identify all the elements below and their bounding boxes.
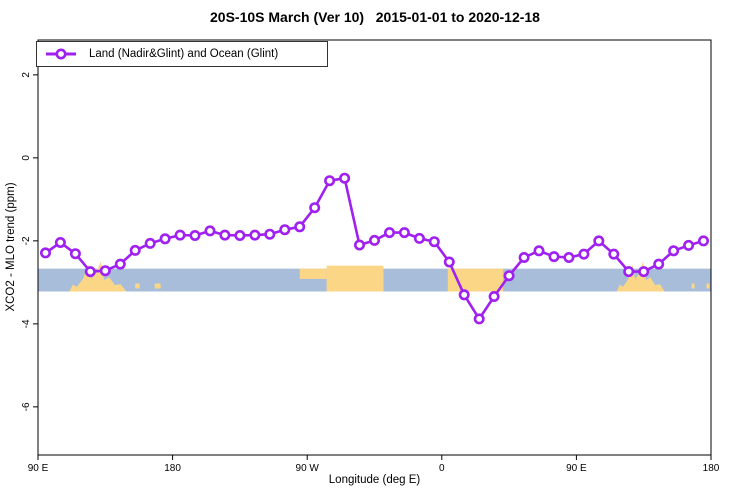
- data-point: [368, 234, 380, 246]
- x-tick-label: 90 E: [566, 463, 587, 474]
- data-point: [428, 236, 440, 248]
- chart-title: 20S-10S March (Ver 10) 2015-01-01 to 202…: [210, 9, 540, 25]
- data-point: [189, 230, 201, 242]
- land-speck: [154, 283, 161, 289]
- data-point: [653, 258, 665, 270]
- data-point: [548, 251, 560, 263]
- legend-label: Land (Nadir&Glint) and Ocean (Glint): [89, 48, 279, 60]
- data-point: [54, 237, 66, 249]
- data-point: [608, 248, 620, 260]
- y-tick-label: -6: [21, 402, 32, 411]
- data-point: [99, 265, 111, 277]
- data-point: [518, 252, 530, 264]
- data-point: [623, 266, 635, 278]
- data-point: [443, 256, 455, 268]
- data-point: [353, 239, 365, 251]
- data-point: [204, 225, 216, 237]
- data-point: [488, 290, 500, 302]
- data-point: [458, 289, 470, 301]
- land-patch: [69, 261, 127, 292]
- data-point: [279, 224, 291, 236]
- data-point: [593, 235, 605, 247]
- data-point: [383, 227, 395, 239]
- data-point: [324, 175, 336, 187]
- legend-marker-icon: [46, 48, 76, 60]
- plot-border: [37, 39, 712, 456]
- data-point: [159, 233, 171, 245]
- legend-box: Land (Nadir&Glint) and Ocean (Glint): [36, 41, 328, 67]
- data-point: [69, 248, 81, 260]
- y-tick-label: -4: [21, 319, 32, 328]
- data-point: [129, 244, 141, 256]
- land-patch: [326, 265, 384, 292]
- y-axis-title: XCO2 - MLO trend (ppm): [5, 182, 17, 312]
- data-point: [413, 232, 425, 244]
- data-point: [638, 266, 650, 278]
- series-line: [44, 176, 705, 321]
- data-point: [683, 239, 695, 251]
- data-point: [309, 202, 321, 214]
- land-speck: [135, 283, 140, 289]
- data-point: [533, 245, 545, 257]
- land-speck: [691, 283, 695, 289]
- data-point: [563, 252, 575, 264]
- axes-layer: 90 E 180 90 W 0 90 E 180 2 0 -2 -4 -6: [21, 39, 720, 474]
- data-point: [114, 258, 126, 270]
- x-tick-label: 0: [439, 463, 445, 474]
- x-tick-label: 90 W: [296, 463, 320, 474]
- land-patch: [616, 261, 665, 292]
- data-point: [503, 270, 515, 282]
- y-tick-label: -2: [21, 236, 32, 245]
- y-tick-label: 2: [21, 72, 32, 78]
- data-point: [339, 172, 351, 184]
- data-point: [174, 229, 186, 241]
- x-tick-label: 180: [164, 463, 181, 474]
- data-point: [294, 221, 306, 233]
- land-patch: [447, 268, 504, 292]
- x-axis-title: Longitude (deg E): [328, 474, 421, 486]
- data-point: [668, 245, 680, 257]
- data-point: [578, 248, 590, 260]
- data-point: [473, 313, 485, 325]
- land-speck: [706, 283, 710, 289]
- data-point: [398, 227, 410, 239]
- map-band-layer: [38, 261, 711, 292]
- data-point: [84, 266, 96, 278]
- data-point: [219, 229, 231, 241]
- data-point: [264, 228, 276, 240]
- y-tick-label: 0: [21, 155, 32, 161]
- x-tick-label: 90 E: [28, 463, 49, 474]
- data-series-layer: [39, 172, 709, 325]
- data-point: [697, 235, 709, 247]
- data-point: [249, 229, 261, 241]
- land-patch: [299, 268, 327, 279]
- x-tick-label: 180: [703, 463, 720, 474]
- data-point: [234, 230, 246, 242]
- data-point: [39, 247, 51, 259]
- data-point: [144, 237, 156, 249]
